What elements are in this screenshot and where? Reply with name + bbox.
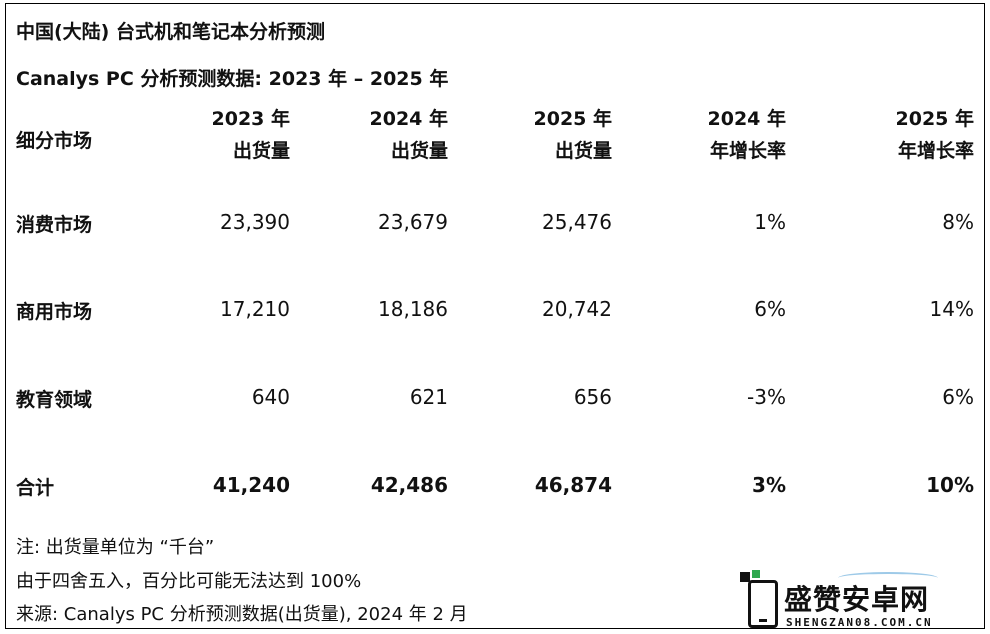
header-year: 2023 年 [211, 108, 291, 130]
cell-2023-shipments: 17,210 [220, 297, 290, 321]
table-title: 中国(大陆) 台式机和笔记本分析预测 [16, 21, 325, 43]
watermark-green-square-icon [752, 570, 760, 578]
cell-2024-shipments: 23,679 [378, 210, 448, 234]
cell-2024-growth: 3% [752, 473, 786, 497]
watermark-logo: 盛赞安卓网 SHENGZAN08.COM.CN [740, 570, 980, 630]
cell-2025-shipments: 46,874 [534, 473, 612, 497]
cell-2024-shipments: 18,186 [378, 297, 448, 321]
header-metric: 年增长率 [897, 140, 974, 162]
watermark-square-icon [740, 572, 750, 582]
header-2024-shipments: 2024 年 出货量 [370, 103, 449, 167]
cell-2025-growth: 6% [942, 385, 974, 409]
note-rounding: 由于四舍五入，百分比可能无法达到 100% [16, 571, 362, 592]
cell-2024-growth: 6% [754, 297, 786, 321]
cell-2025-shipments: 656 [573, 385, 612, 409]
header-2025-growth: 2025 年 年增长率 [896, 103, 975, 167]
cell-2025-growth: 10% [926, 473, 974, 497]
header-metric: 年增长率 [709, 140, 786, 162]
header-2023-shipments: 2023 年 出货量 [212, 103, 291, 167]
header-year: 2025 年 [533, 108, 613, 130]
header-metric: 出货量 [232, 140, 290, 162]
note-unit: 注: 出货量单位为 “千台” [16, 537, 215, 558]
watermark-domain: SHENGZAN08.COM.CN [786, 616, 933, 629]
note-source: 来源: Canalys PC 分析预测数据(出货量), 2024 年 2 月 [16, 604, 468, 625]
cell-2023-shipments: 23,390 [220, 210, 290, 234]
cell-2023-shipments: 41,240 [212, 473, 290, 497]
phone-icon [748, 580, 778, 628]
header-year: 2024 年 [369, 108, 449, 130]
row-label: 合计 [16, 477, 55, 499]
cell-2025-shipments: 25,476 [542, 210, 612, 234]
header-year: 2024 年 [707, 108, 787, 130]
cell-2024-growth: 1% [754, 210, 786, 234]
cell-2025-growth: 8% [942, 210, 974, 234]
cell-2024-shipments: 42,486 [370, 473, 448, 497]
forecast-table-frame: 中国(大陆) 台式机和笔记本分析预测 Canalys PC 分析预测数据: 20… [5, 3, 985, 629]
header-2025-shipments: 2025 年 出货量 [534, 103, 613, 167]
watermark-arc [838, 572, 938, 584]
cell-2025-growth: 14% [929, 297, 974, 321]
table-subtitle: Canalys PC 分析预测数据: 2023 年 – 2025 年 [16, 68, 449, 90]
header-metric: 出货量 [554, 140, 612, 162]
header-year: 2025 年 [895, 108, 975, 130]
row-label: 消费市场 [16, 214, 93, 236]
cell-2025-shipments: 20,742 [542, 297, 612, 321]
cell-2023-shipments: 640 [251, 385, 290, 409]
header-metric: 出货量 [390, 140, 448, 162]
header-segment: 细分市场 [16, 130, 93, 152]
row-label: 商用市场 [16, 301, 93, 323]
header-2024-growth: 2024 年 年增长率 [708, 103, 787, 167]
cell-2024-shipments: 621 [409, 385, 448, 409]
row-label: 教育领域 [16, 389, 93, 411]
cell-2024-growth: -3% [747, 385, 786, 409]
watermark-name: 盛赞安卓网 [784, 583, 930, 616]
